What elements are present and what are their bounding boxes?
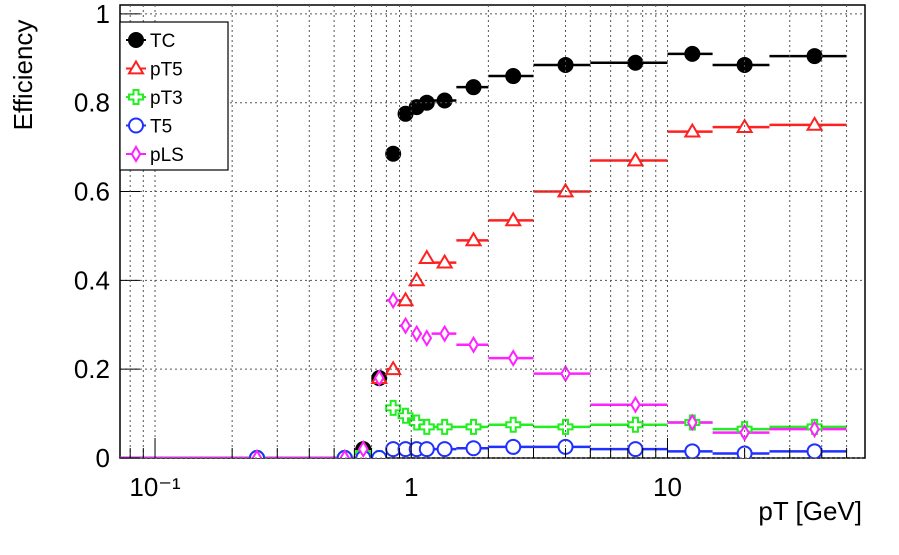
marker bbox=[436, 441, 453, 458]
marker bbox=[736, 56, 753, 73]
y-axis-label: Efficiency bbox=[8, 20, 38, 131]
marker bbox=[465, 418, 482, 435]
x-tick-label: 10⁻¹ bbox=[129, 472, 181, 502]
y-tick-label: 0.8 bbox=[74, 88, 110, 118]
marker bbox=[805, 115, 824, 131]
marker bbox=[385, 145, 402, 162]
marker bbox=[627, 441, 644, 458]
legend-marker bbox=[127, 59, 145, 75]
y-tick-label: 1 bbox=[96, 0, 110, 29]
marker bbox=[387, 291, 399, 310]
marker bbox=[557, 56, 574, 73]
x-tick-label: 10 bbox=[653, 472, 682, 502]
marker bbox=[505, 68, 522, 85]
marker bbox=[411, 324, 423, 343]
plot-area bbox=[120, 45, 847, 458]
marker bbox=[504, 211, 522, 227]
marker bbox=[626, 151, 645, 167]
marker bbox=[436, 92, 453, 109]
y-tick-label: 0.2 bbox=[74, 354, 110, 384]
legend-marker bbox=[128, 32, 145, 48]
x-axis-label: pT [GeV] bbox=[758, 496, 862, 526]
marker bbox=[683, 122, 702, 138]
marker bbox=[686, 413, 698, 432]
legend-marker bbox=[128, 89, 144, 105]
marker bbox=[739, 423, 750, 442]
marker bbox=[436, 418, 453, 435]
marker bbox=[806, 48, 823, 65]
marker bbox=[397, 407, 414, 424]
x-tick-label: 1 bbox=[404, 472, 418, 502]
marker bbox=[505, 438, 522, 455]
marker bbox=[421, 329, 433, 348]
marker bbox=[251, 449, 263, 458]
plot-frame bbox=[119, 4, 866, 459]
marker bbox=[505, 416, 522, 433]
marker bbox=[418, 418, 435, 435]
marker bbox=[684, 443, 701, 458]
marker bbox=[627, 54, 644, 71]
legend-label: T5 bbox=[150, 117, 172, 138]
marker bbox=[627, 416, 644, 433]
legend-label: pT5 bbox=[150, 60, 183, 81]
marker bbox=[435, 253, 454, 269]
marker bbox=[396, 291, 415, 307]
legend-label: pLS bbox=[150, 145, 184, 166]
legend-label: pT3 bbox=[150, 88, 183, 109]
marker bbox=[468, 335, 479, 354]
marker bbox=[806, 443, 823, 458]
legend-label: TC bbox=[150, 31, 175, 52]
marker bbox=[809, 420, 820, 439]
marker bbox=[507, 349, 519, 368]
marker bbox=[384, 360, 402, 376]
marker bbox=[684, 45, 701, 62]
marker bbox=[339, 449, 351, 458]
legend-marker bbox=[130, 145, 142, 163]
marker bbox=[630, 395, 641, 414]
marker bbox=[418, 441, 435, 458]
marker bbox=[464, 231, 483, 247]
marker bbox=[465, 440, 482, 457]
y-tick-label: 0.6 bbox=[74, 177, 110, 207]
marker bbox=[357, 440, 369, 458]
marker bbox=[373, 369, 385, 388]
y-tick-label: 0 bbox=[96, 443, 110, 473]
legend-marker bbox=[128, 117, 145, 134]
marker bbox=[418, 249, 436, 265]
marker bbox=[400, 316, 411, 335]
y-tick-label: 0.4 bbox=[74, 265, 110, 295]
marker bbox=[407, 271, 426, 287]
marker bbox=[439, 324, 451, 343]
marker bbox=[371, 450, 388, 458]
legend: TC pT5 pT3 T5 pLS bbox=[119, 21, 229, 171]
marker bbox=[465, 79, 482, 96]
